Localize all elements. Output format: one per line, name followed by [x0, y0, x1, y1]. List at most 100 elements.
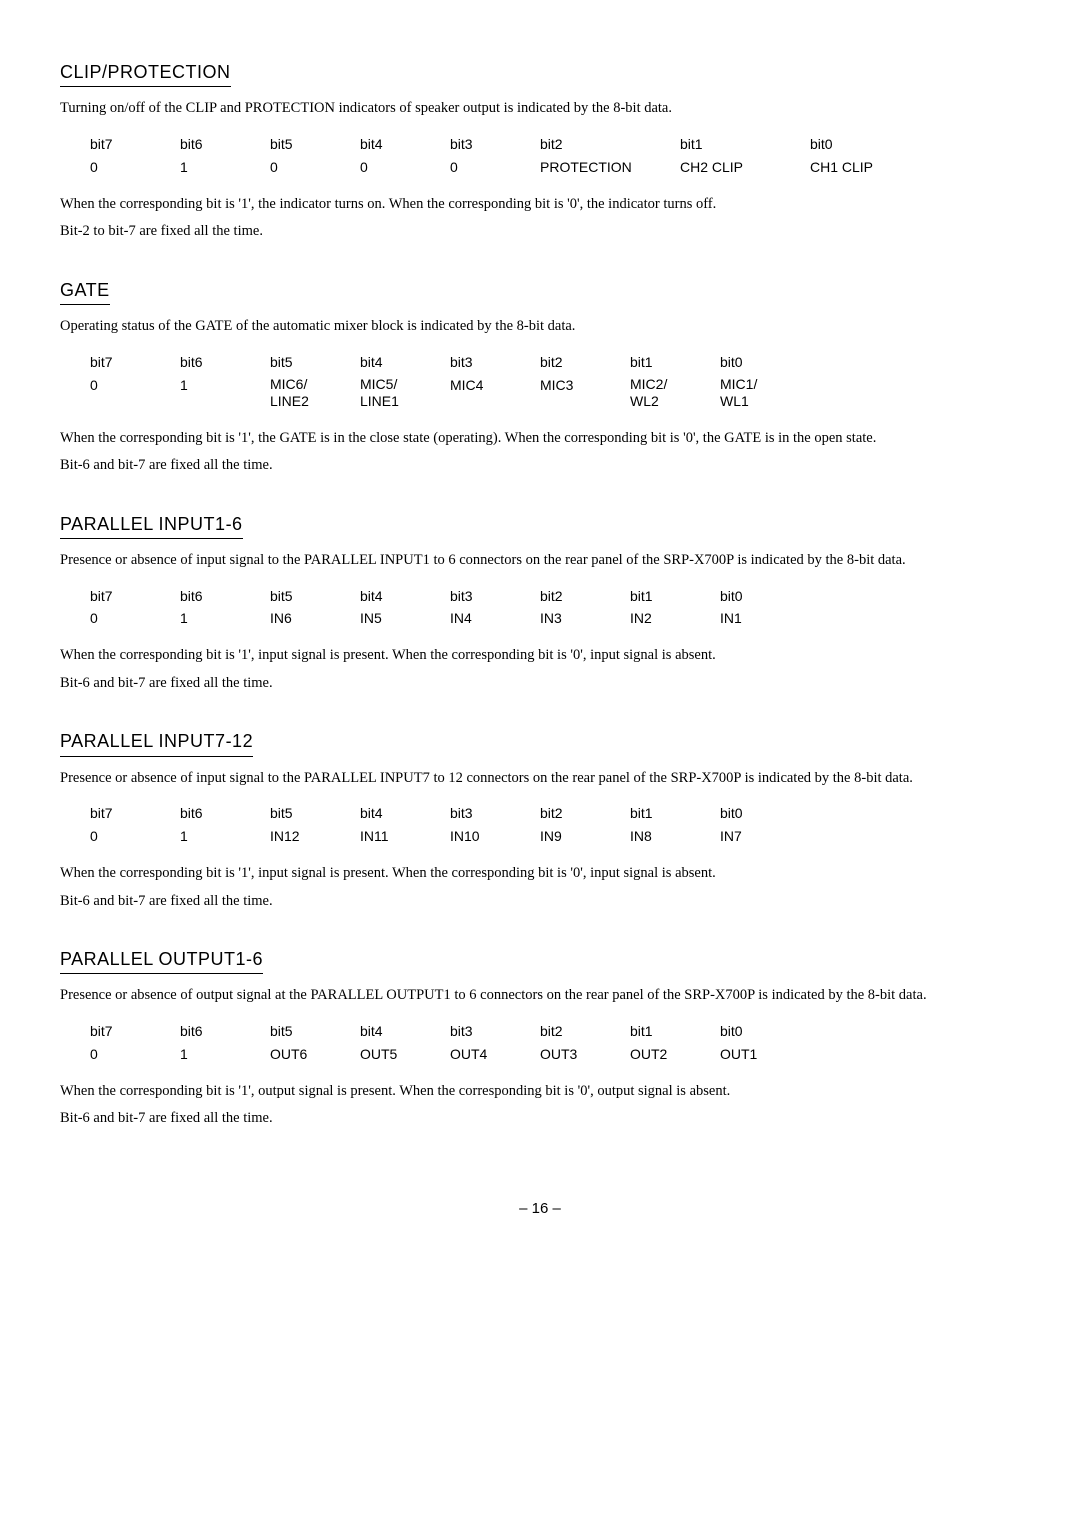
section-note: Bit-6 and bit-7 are fixed all the time.: [60, 456, 1020, 476]
section-description: Presence or absence of output signal at …: [60, 986, 1020, 1006]
section-title: GATE: [60, 278, 110, 305]
bit-header-cell: bit4: [360, 133, 450, 156]
bit-header-cell: bit4: [360, 802, 450, 825]
bit-header-cell: bit3: [450, 1020, 540, 1043]
section-note: When the corresponding bit is '1', outpu…: [60, 1082, 1020, 1102]
bit-value-cell: 1: [180, 825, 270, 848]
bit-header-cell: bit3: [450, 585, 540, 608]
bit-value-cell: OUT6: [270, 1043, 360, 1066]
bit-value-cell: IN5: [360, 607, 450, 630]
bit-value-cell: OUT1: [720, 1043, 810, 1066]
document-body: CLIP/PROTECTION Turning on/off of the CLI…: [60, 60, 1020, 1129]
bit-header-cell: bit2: [540, 133, 680, 156]
bit-value-cell: 0: [90, 374, 180, 413]
bit-value-cell: OUT5: [360, 1043, 450, 1066]
bit-header-cell: bit5: [270, 133, 360, 156]
bit-table: bit7bit6bit5bit4bit3bit2bit1bit0 01MIC6/L…: [90, 351, 810, 413]
bit-header-cell: bit5: [270, 1020, 360, 1043]
bit-header-cell: bit7: [90, 133, 180, 156]
bit-header-cell: bit5: [270, 585, 360, 608]
bit-value-cell: 1: [180, 374, 270, 413]
bit-value-cell: IN7: [720, 825, 810, 848]
bit-value-cell: IN3: [540, 607, 630, 630]
bit-value-cell: 0: [90, 1043, 180, 1066]
bit-value-cell: PROTECTION: [540, 156, 680, 179]
bit-header-cell: bit2: [540, 802, 630, 825]
section-note: When the corresponding bit is '1', the i…: [60, 195, 1020, 215]
bit-value-cell: MIC4: [450, 374, 540, 413]
section-note: When the corresponding bit is '1', input…: [60, 864, 1020, 884]
bit-header-cell: bit0: [720, 1020, 810, 1043]
bit-value-cell: MIC3: [540, 374, 630, 413]
section-note: Bit-6 and bit-7 are fixed all the time.: [60, 892, 1020, 912]
bit-header-cell: bit4: [360, 585, 450, 608]
section-description: Turning on/off of the CLIP and PROTECTIO…: [60, 99, 1020, 119]
section-description: Operating status of the GATE of the auto…: [60, 317, 1020, 337]
bit-header-cell: bit7: [90, 585, 180, 608]
bit-header-cell: bit2: [540, 585, 630, 608]
bit-header-cell: bit1: [680, 133, 810, 156]
bit-header-cell: bit2: [540, 1020, 630, 1043]
bit-table: bit7bit6bit5bit4bit3bit2bit1bit001000PRO…: [90, 133, 920, 179]
bit-table: bit7bit6bit5bit4bit3bit2bit1bit001OUT6OU…: [90, 1020, 810, 1066]
section-title: PARALLEL INPUT7-12: [60, 729, 253, 756]
bit-header-cell: bit3: [450, 351, 540, 374]
bit-header-cell: bit2: [540, 351, 630, 374]
bit-value-cell: OUT4: [450, 1043, 540, 1066]
bit-value-cell: IN6: [270, 607, 360, 630]
bit-header-cell: bit6: [180, 351, 270, 374]
section-note: Bit-6 and bit-7 are fixed all the time.: [60, 1109, 1020, 1129]
bit-header-cell: bit3: [450, 133, 540, 156]
bit-header-cell: bit0: [810, 133, 920, 156]
bit-header-cell: bit5: [270, 351, 360, 374]
section-title: PARALLEL INPUT1-6: [60, 512, 243, 539]
bit-header-cell: bit3: [450, 802, 540, 825]
bit-value-cell: IN12: [270, 825, 360, 848]
bit-header-cell: bit7: [90, 351, 180, 374]
bit-value-cell: CH1 CLIP: [810, 156, 920, 179]
bit-table: bit7bit6bit5bit4bit3bit2bit1bit0 01IN6IN5…: [90, 585, 810, 631]
bit-header-cell: bit1: [630, 585, 720, 608]
bit-value-cell: MIC5/LINE1: [360, 374, 450, 413]
section-title: CLIP/PROTECTION: [60, 60, 231, 87]
bit-value-cell: 1: [180, 607, 270, 630]
page-number: – 16 –: [60, 1199, 1020, 1219]
bit-value-cell: 1: [180, 156, 270, 179]
bit-header-cell: bit0: [720, 585, 810, 608]
bit-value-cell: 0: [360, 156, 450, 179]
bit-header-cell: bit6: [180, 1020, 270, 1043]
bit-header-cell: bit5: [270, 802, 360, 825]
bit-value-cell: 0: [90, 607, 180, 630]
bit-value-cell: IN9: [540, 825, 630, 848]
bit-header-cell: bit1: [630, 351, 720, 374]
bit-value-cell: IN2: [630, 607, 720, 630]
bit-header-cell: bit6: [180, 133, 270, 156]
section-note: When the corresponding bit is '1', input…: [60, 646, 1020, 666]
bit-value-cell: IN1: [720, 607, 810, 630]
bit-value-cell: 0: [90, 156, 180, 179]
bit-value-cell: IN8: [630, 825, 720, 848]
bit-value-cell: 0: [270, 156, 360, 179]
section-description: Presence or absence of input signal to t…: [60, 769, 1020, 789]
bit-value-cell: OUT2: [630, 1043, 720, 1066]
bit-value-cell: 0: [450, 156, 540, 179]
bit-value-cell: 1: [180, 1043, 270, 1066]
bit-value-cell: CH2 CLIP: [680, 156, 810, 179]
bit-header-cell: bit0: [720, 351, 810, 374]
bit-value-cell: OUT3: [540, 1043, 630, 1066]
bit-value-cell: MIC2/WL2: [630, 374, 720, 413]
section-note: When the corresponding bit is '1', the G…: [60, 429, 1020, 449]
bit-value-cell: IN10: [450, 825, 540, 848]
bit-header-cell: bit7: [90, 802, 180, 825]
bit-header-cell: bit0: [720, 802, 810, 825]
bit-header-cell: bit1: [630, 802, 720, 825]
bit-header-cell: bit6: [180, 585, 270, 608]
section-note: Bit-6 and bit-7 are fixed all the time.: [60, 674, 1020, 694]
bit-value-cell: MIC6/LINE2: [270, 374, 360, 413]
bit-header-cell: bit4: [360, 351, 450, 374]
bit-header-cell: bit4: [360, 1020, 450, 1043]
bit-table: bit7bit6bit5bit4bit3bit2bit1bit001IN12IN…: [90, 802, 810, 848]
section-note: Bit-2 to bit-7 are fixed all the time.: [60, 222, 1020, 242]
bit-value-cell: 0: [90, 825, 180, 848]
bit-value-cell: IN4: [450, 607, 540, 630]
